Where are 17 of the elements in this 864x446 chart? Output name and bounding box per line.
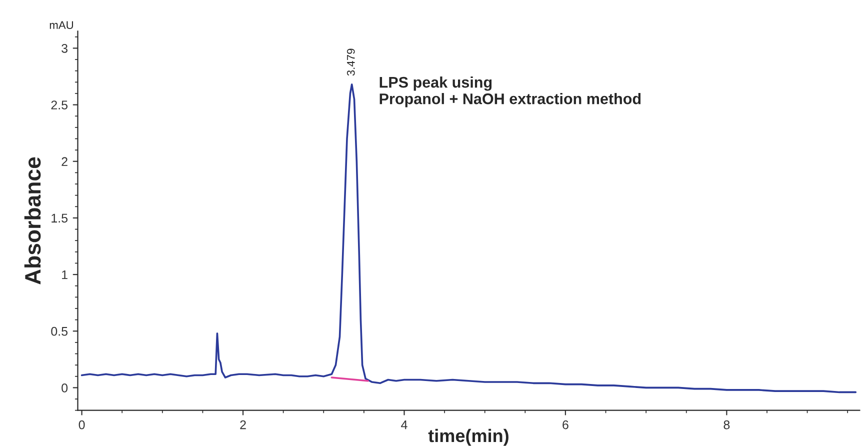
x-tick-label: 2	[240, 420, 246, 430]
annotation: 3.479	[346, 48, 355, 76]
y-tick-label: 0	[62, 383, 68, 392]
text: mAU	[50, 21, 73, 30]
x-tick-label: 0	[78, 420, 85, 430]
y-tick-label: 0.5	[51, 326, 68, 336]
x-tick-label: 4	[401, 420, 408, 430]
y-tick-label: 1.5	[52, 214, 68, 223]
y-tick-label: 3	[62, 44, 68, 53]
x-tick-label: 6	[562, 420, 568, 430]
y-tick-label: 2.5	[51, 100, 68, 110]
y-tick-label: 2	[62, 157, 68, 166]
x-axis-title: time(min)	[428, 428, 508, 446]
y-axis-title: Absorbance	[24, 157, 41, 284]
annotation: LPS peak using Propanol + NaOH extraction method	[380, 76, 641, 108]
y-tick-label: 1	[62, 270, 68, 280]
x-tick-label: 8	[724, 420, 730, 430]
